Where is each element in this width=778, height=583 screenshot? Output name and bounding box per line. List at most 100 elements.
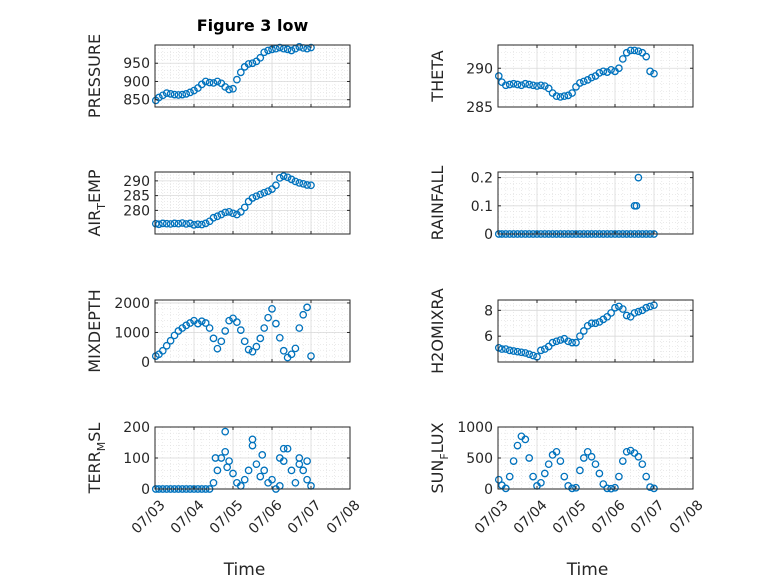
data-point — [213, 466, 222, 475]
data-point — [299, 179, 308, 188]
data-point — [548, 338, 557, 347]
data-point — [591, 319, 600, 328]
data-point — [630, 46, 639, 55]
data-point — [646, 483, 654, 491]
data-point — [642, 52, 651, 61]
data-point — [587, 452, 596, 461]
data-point — [283, 173, 292, 182]
data-point — [611, 483, 619, 492]
data-point — [186, 319, 194, 327]
data-point — [513, 441, 522, 450]
y-axis-label: SUNFLUX — [428, 422, 451, 493]
data-point — [295, 42, 304, 51]
plot-area — [498, 172, 693, 234]
data-point — [509, 79, 518, 88]
data-point — [260, 48, 269, 57]
x-tick-label: 07/03 — [129, 497, 169, 537]
data-point — [236, 326, 245, 334]
data-point — [225, 316, 233, 325]
data-point — [494, 72, 503, 80]
data-point — [178, 219, 187, 227]
y-tick-label: 0 — [484, 227, 493, 243]
data-point — [638, 460, 647, 469]
data-point — [275, 333, 284, 342]
data-point — [166, 220, 175, 228]
data-point — [505, 472, 514, 481]
data-point — [221, 427, 230, 436]
data-point — [632, 201, 641, 210]
data-point — [256, 53, 265, 62]
y-axis-label: AIRTEMP — [85, 169, 108, 236]
data-point — [529, 81, 537, 90]
data-point — [170, 90, 179, 99]
y-tick-label: 500 — [466, 451, 493, 467]
data-point — [201, 219, 210, 228]
data-point — [579, 454, 588, 462]
data-point — [256, 472, 265, 481]
data-point — [182, 90, 191, 98]
data-point — [544, 342, 553, 351]
data-point — [221, 208, 230, 217]
data-point — [634, 47, 643, 56]
data-point — [223, 463, 231, 472]
y-tick-label: 0 — [484, 482, 493, 498]
data-point — [217, 337, 226, 346]
data-point — [229, 209, 237, 218]
data-point — [603, 312, 612, 321]
data-point — [603, 68, 612, 76]
data-point — [229, 84, 237, 93]
x-tick-label: 07/06 — [246, 497, 286, 537]
data-point — [540, 469, 549, 478]
data-point — [275, 454, 284, 462]
data-point — [268, 305, 276, 313]
data-point — [576, 332, 584, 341]
data-point — [501, 345, 510, 353]
data-point — [170, 331, 179, 340]
data-point — [560, 92, 569, 101]
data-point — [258, 451, 267, 459]
data-point — [194, 319, 202, 328]
data-point — [537, 346, 545, 355]
data-point — [591, 460, 600, 469]
data-point — [248, 347, 257, 356]
axes-box — [154, 299, 351, 363]
data-point — [236, 68, 245, 77]
x-tick-label: 07/08 — [324, 497, 364, 537]
data-point — [544, 84, 553, 93]
data-point — [622, 447, 631, 456]
data-point — [248, 59, 257, 68]
data-point — [158, 91, 167, 100]
data-point — [615, 64, 623, 73]
data-point — [174, 91, 183, 99]
data-point — [279, 346, 288, 355]
panel-sun: 0 500 1000 SUNFLUX 07/03 07/04 07/05 07/06 07/07… — [428, 420, 707, 580]
data-point — [268, 475, 276, 484]
data-point — [556, 336, 565, 344]
data-point — [576, 79, 584, 87]
y-tick-label: 8 — [484, 303, 493, 319]
data-point — [221, 327, 230, 335]
data-point — [182, 321, 191, 330]
data-point — [303, 475, 311, 484]
y-tick-label: 900 — [123, 74, 150, 90]
panel-rainfall: 0 0.1 0.2 RAINFALL — [428, 166, 694, 243]
data-point — [529, 351, 537, 360]
data-point — [626, 446, 635, 455]
data-point — [283, 45, 292, 54]
data-point — [607, 309, 615, 317]
data-point — [618, 457, 627, 465]
data-point — [291, 177, 300, 186]
data-point — [205, 324, 214, 332]
axes-box — [497, 299, 694, 363]
data-point — [217, 210, 226, 219]
data-point — [556, 457, 565, 465]
data-point — [303, 303, 311, 312]
axes-box — [154, 171, 351, 235]
data-point — [197, 317, 206, 326]
data-point — [248, 435, 257, 444]
panel-h2omixra: 6 8 H2OMIXRA — [428, 288, 694, 374]
data-point — [572, 83, 580, 91]
data-point — [540, 82, 549, 90]
data-point — [509, 457, 518, 465]
